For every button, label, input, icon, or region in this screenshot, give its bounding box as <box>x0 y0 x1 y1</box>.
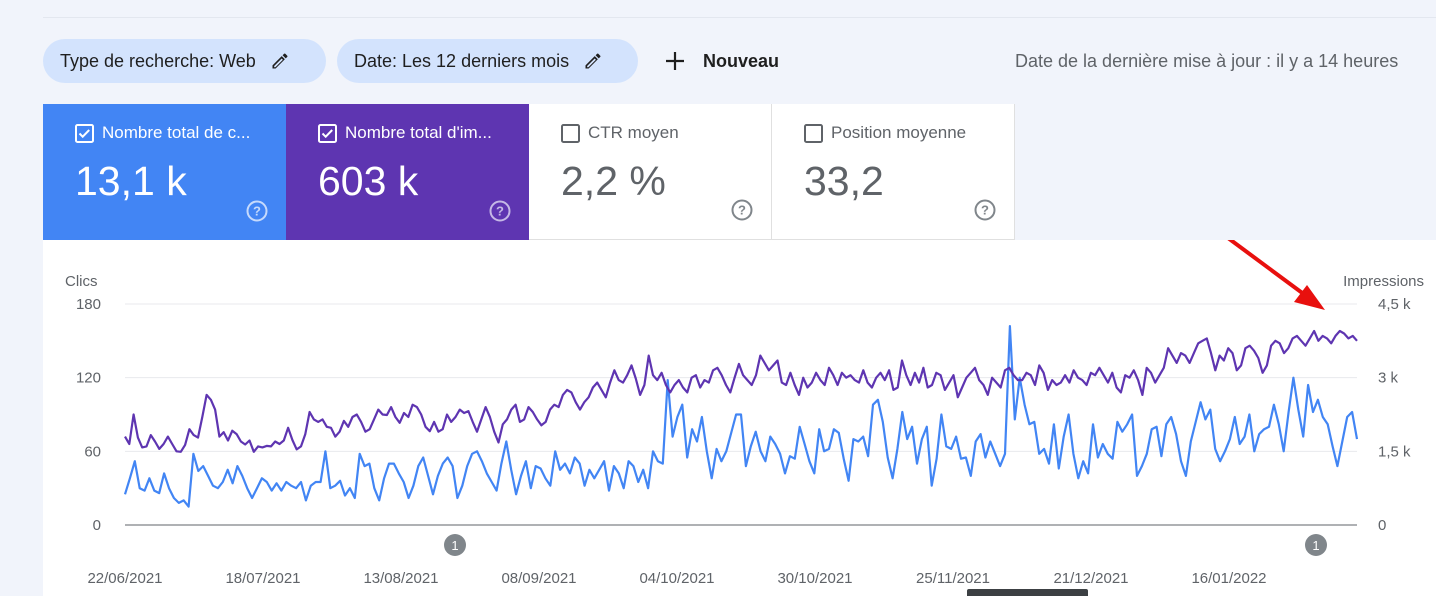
right-axis-title: Impressions <box>1343 273 1424 290</box>
svg-text:?: ? <box>253 204 261 219</box>
metric-value-impressions: 603 k <box>318 158 419 204</box>
x-axis-tick-label: 25/11/2021 <box>916 570 990 587</box>
metric-card-clicks[interactable]: Nombre total de c... 13,1 k ? <box>43 104 286 240</box>
svg-text:?: ? <box>496 204 504 219</box>
bottom-scroll-handle[interactable] <box>967 589 1088 596</box>
right-axis-tick-label: 3 k <box>1378 370 1399 387</box>
series-line-clics[interactable] <box>123 324 1359 508</box>
left-axis-tick-label: 60 <box>84 443 101 460</box>
checkbox-unchecked-icon[interactable] <box>804 123 823 143</box>
new-filter-label: Nouveau <box>703 50 780 71</box>
metric-value-position: 33,2 <box>804 158 884 204</box>
help-icon[interactable]: ? <box>974 199 996 221</box>
right-axis-tick-label: 1,5 k <box>1378 443 1411 460</box>
svg-text:?: ? <box>738 203 746 218</box>
metric-card-ctr[interactable]: CTR moyen 2,2 % ? <box>529 104 772 240</box>
left-axis-tick-label: 120 <box>76 370 101 387</box>
performance-chart[interactable]: 180 4,5 k 120 3 k 60 1,5 k 0 0 Clics Impressions 2… <box>43 240 1436 596</box>
pencil-icon[interactable] <box>270 51 290 71</box>
red-arrow-annotation <box>1227 240 1325 310</box>
metric-value-ctr: 2,2 % <box>561 158 666 204</box>
right-axis-tick-label: 4,5 k <box>1378 296 1411 313</box>
metric-card-impressions[interactable]: Nombre total d'im... 603 k ? <box>286 104 529 240</box>
metric-label-clicks: Nombre total de c... <box>102 123 251 142</box>
svg-text:?: ? <box>981 203 989 218</box>
metric-card-header: Position moyenne <box>804 123 966 143</box>
checkbox-checked-icon[interactable] <box>318 123 337 143</box>
x-axis-tick-label: 13/08/2021 <box>363 570 438 587</box>
annotation-marker-icon[interactable]: 1 <box>1305 534 1327 556</box>
svg-text:1: 1 <box>451 538 458 553</box>
date-filter-chip[interactable]: Date: Les 12 derniers mois <box>337 39 638 83</box>
checkbox-unchecked-icon[interactable] <box>561 123 580 143</box>
svg-text:1: 1 <box>1312 538 1319 553</box>
x-axis-tick-label: 08/09/2021 <box>501 570 576 587</box>
metric-card-header: Nombre total de c... <box>75 123 250 143</box>
x-axis-tick-label: 21/12/2021 <box>1053 570 1128 587</box>
metric-value-clicks: 13,1 k <box>75 158 187 204</box>
date-filter-label: Date: Les 12 derniers mois <box>354 50 570 71</box>
metric-card-header: CTR moyen <box>561 123 679 143</box>
metric-card-position[interactable]: Position moyenne 33,2 ? <box>772 104 1015 240</box>
metric-card-header: Nombre total d'im... <box>318 123 492 143</box>
last-updated-text: Date de la dernière mise à jour : il y a… <box>1015 51 1399 71</box>
x-axis-tick-label: 18/07/2021 <box>225 570 300 587</box>
help-icon[interactable]: ? <box>246 200 268 222</box>
left-axis-tick-label: 180 <box>76 296 101 313</box>
plus-icon <box>663 49 687 73</box>
checkbox-checked-icon[interactable] <box>75 123 94 143</box>
help-icon[interactable]: ? <box>731 199 753 221</box>
search-type-filter-chip[interactable]: Type de recherche: Web <box>43 39 326 83</box>
pencil-icon[interactable] <box>583 51 603 71</box>
left-axis-title: Clics <box>65 273 98 290</box>
left-axis-tick-label: 0 <box>93 517 101 534</box>
help-icon[interactable]: ? <box>489 200 511 222</box>
filter-bar: Type de recherche: Web Date: Les 12 dern… <box>43 39 1436 83</box>
new-filter-button[interactable]: Nouveau <box>663 39 779 83</box>
x-axis-tick-label: 16/01/2022 <box>1191 570 1266 587</box>
right-axis-tick-label: 0 <box>1378 517 1386 534</box>
search-type-filter-label: Type de recherche: Web <box>60 50 256 71</box>
performance-chart-panel: 180 4,5 k 120 3 k 60 1,5 k 0 0 Clics Impressions 2… <box>43 240 1436 596</box>
x-axis-tick-label: 30/10/2021 <box>777 570 852 587</box>
metric-label-ctr: CTR moyen <box>588 123 679 142</box>
x-axis-tick-label: 22/06/2021 <box>87 570 162 587</box>
top-divider <box>43 17 1436 18</box>
metric-label-impressions: Nombre total d'im... <box>345 123 492 142</box>
metric-label-position: Position moyenne <box>831 123 967 142</box>
annotation-marker-icon[interactable]: 1 <box>444 534 466 556</box>
x-axis-tick-label: 04/10/2021 <box>639 570 714 587</box>
series-line-impressions[interactable] <box>124 329 1358 453</box>
